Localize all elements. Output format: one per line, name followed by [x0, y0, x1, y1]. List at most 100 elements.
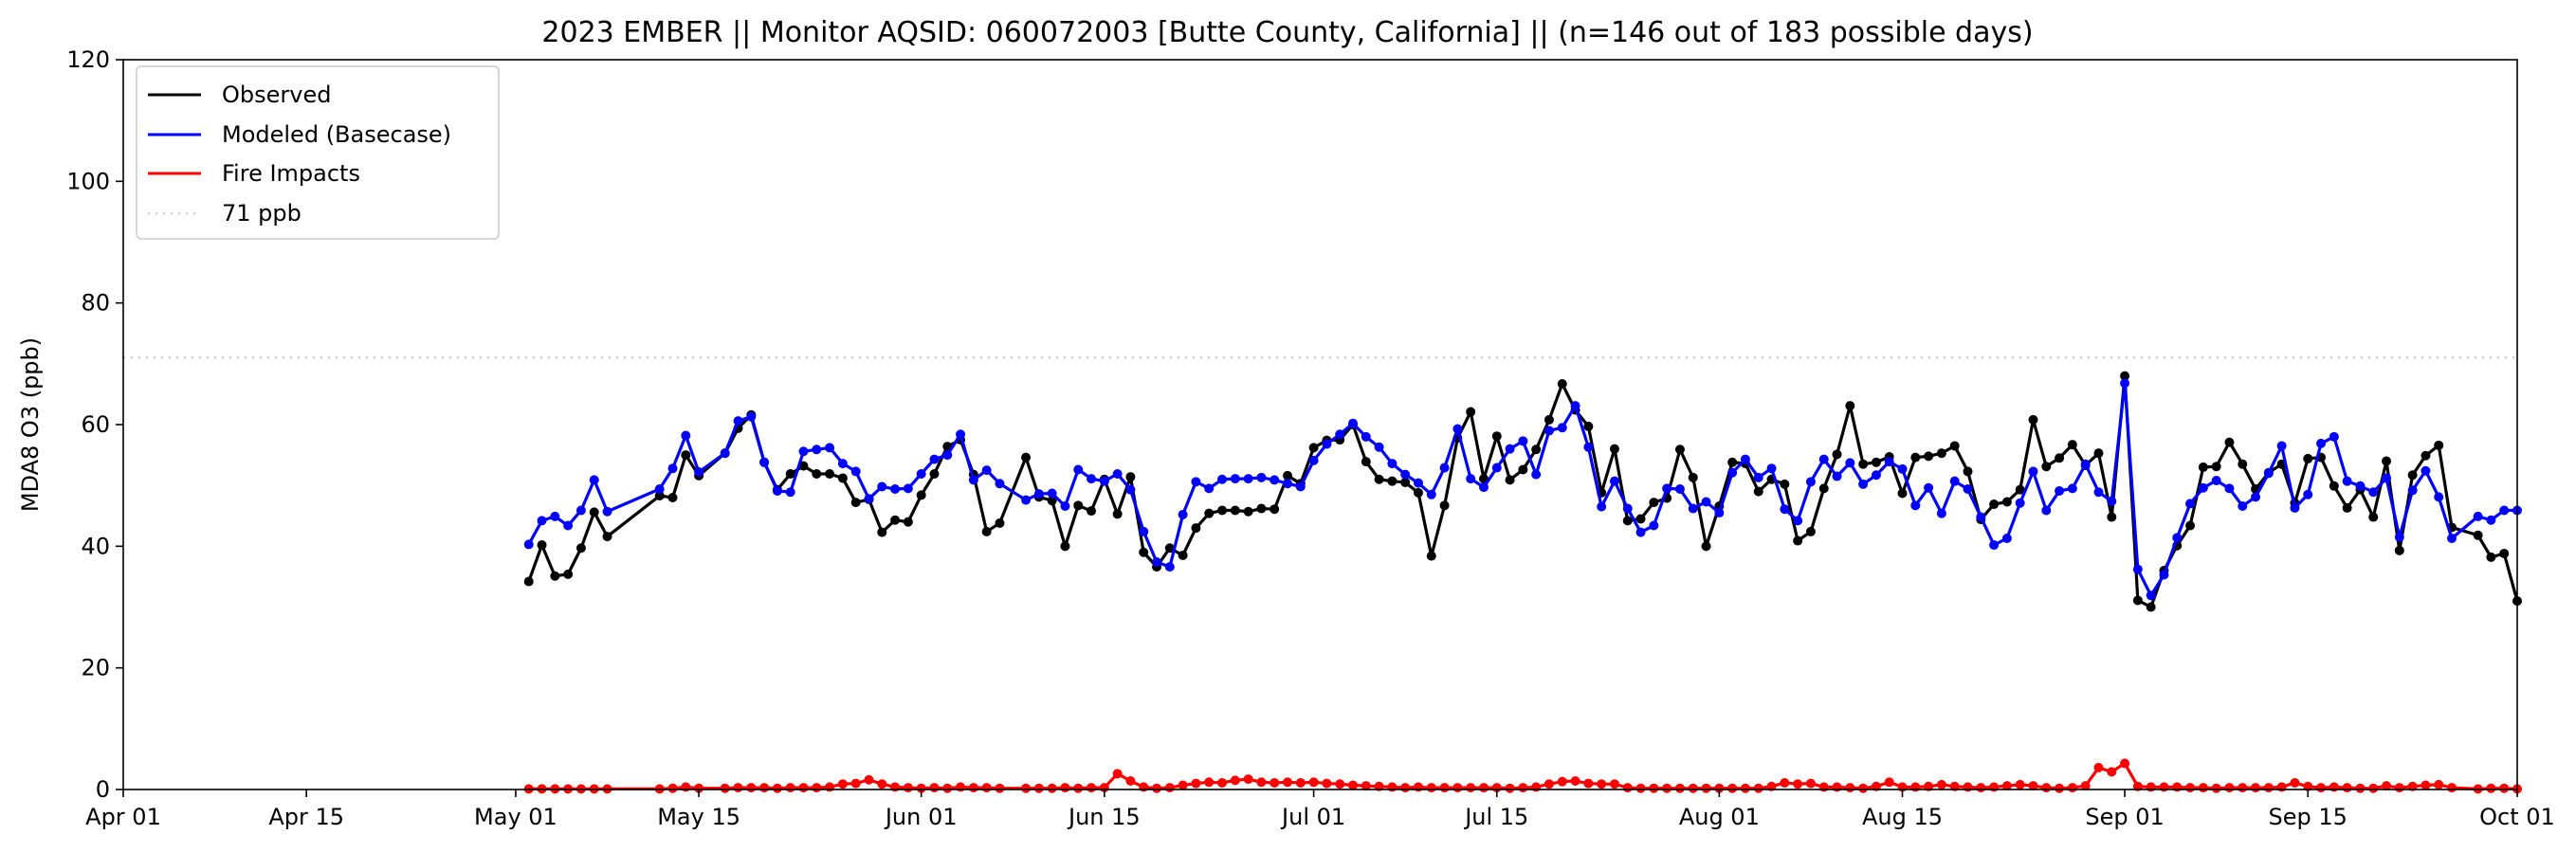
- data-point-modeled-basecase: [2434, 492, 2444, 502]
- data-point-modeled-basecase: [1230, 474, 1240, 484]
- data-point-modeled-basecase: [1963, 484, 1973, 495]
- data-point-modeled-basecase: [589, 475, 599, 485]
- data-point-observed: [1701, 541, 1711, 552]
- data-point-fire-impacts: [2159, 782, 2169, 792]
- data-point-observed: [589, 507, 599, 517]
- data-point-fire-impacts: [2421, 780, 2431, 790]
- data-point-observed: [1924, 451, 1934, 462]
- data-point-modeled-basecase: [1033, 489, 1044, 499]
- data-point-observed: [2015, 484, 2025, 495]
- data-point-observed: [1374, 474, 1384, 484]
- data-point-modeled-basecase: [2499, 505, 2510, 516]
- data-point-modeled-basecase: [1858, 479, 1869, 489]
- data-point-observed: [929, 468, 940, 479]
- data-point-modeled-basecase: [1505, 444, 1515, 454]
- data-point-fire-impacts: [2001, 781, 2012, 791]
- data-point-modeled-basecase: [1152, 557, 1162, 568]
- data-point-modeled-basecase: [2473, 511, 2483, 521]
- data-point-fire-impacts: [1204, 777, 1215, 788]
- data-point-observed: [1805, 526, 1816, 536]
- data-point-fire-impacts: [1963, 782, 1973, 792]
- data-point-fire-impacts: [916, 783, 926, 793]
- data-point-modeled-basecase: [1570, 401, 1580, 411]
- data-point-fire-impacts: [1335, 779, 1345, 789]
- data-point-fire-impacts: [1989, 782, 2000, 792]
- data-point-observed: [1989, 499, 2000, 510]
- data-point-fire-impacts: [1073, 783, 1084, 793]
- data-point-fire-impacts: [1478, 783, 1489, 793]
- x-tick-label: May 01: [474, 804, 557, 830]
- data-point-fire-impacts: [733, 783, 743, 793]
- data-point-modeled-basecase: [2107, 496, 2117, 506]
- data-point-modeled-basecase: [733, 416, 743, 426]
- data-point-observed: [1871, 457, 1881, 467]
- data-point-fire-impacts: [2486, 783, 2496, 793]
- data-point-modeled-basecase: [1897, 463, 1908, 474]
- data-point-fire-impacts: [942, 783, 953, 793]
- data-point-observed: [2407, 470, 2418, 481]
- data-point-observed: [1674, 445, 1685, 455]
- data-point-observed: [681, 450, 691, 461]
- data-point-modeled-basecase: [1361, 431, 1371, 442]
- data-point-fire-impacts: [995, 783, 1005, 793]
- data-point-fire-impacts: [2093, 762, 2104, 772]
- data-point-fire-impacts: [1635, 783, 1646, 793]
- data-point-observed: [2368, 512, 2379, 522]
- data-point-fire-impacts: [2316, 783, 2327, 793]
- data-point-observed: [667, 493, 678, 502]
- data-point-observed: [825, 468, 835, 479]
- y-tick-label: 0: [96, 776, 110, 803]
- data-point-fire-impacts: [877, 779, 887, 789]
- data-point-modeled-basecase: [1073, 464, 1084, 475]
- data-point-observed: [1622, 516, 1633, 526]
- data-point-modeled-basecase: [1597, 501, 1607, 512]
- data-point-fire-impacts: [2263, 783, 2274, 793]
- data-point-modeled-basecase: [1753, 472, 1763, 482]
- data-point-fire-impacts: [1845, 783, 1855, 793]
- data-point-fire-impacts: [2080, 781, 2091, 791]
- data-point-modeled-basecase: [1021, 495, 1032, 505]
- data-point-modeled-basecase: [1884, 457, 1894, 467]
- data-point-observed: [1688, 472, 1698, 482]
- data-point-fire-impacts: [2434, 779, 2444, 789]
- data-point-modeled-basecase: [2368, 487, 2379, 498]
- data-point-observed: [2238, 459, 2248, 469]
- data-point-observed: [2473, 530, 2483, 540]
- data-point-fire-impacts: [2067, 783, 2077, 793]
- data-point-observed: [1858, 459, 1869, 469]
- data-point-fire-impacts: [2290, 777, 2300, 788]
- data-point-modeled-basecase: [681, 430, 691, 441]
- data-point-fire-impacts: [2198, 783, 2208, 793]
- data-point-fire-impacts: [1452, 783, 1463, 793]
- x-tick-label: Aug 15: [1862, 804, 1943, 830]
- data-point-modeled-basecase: [890, 484, 901, 495]
- data-point-observed: [1178, 550, 1188, 560]
- data-point-fire-impacts: [850, 778, 861, 789]
- data-point-observed: [563, 569, 574, 579]
- data-point-observed: [1164, 543, 1175, 554]
- data-point-modeled-basecase: [2251, 492, 2261, 502]
- data-point-observed: [1439, 500, 1450, 511]
- data-point-modeled-basecase: [2185, 499, 2196, 509]
- data-point-modeled-basecase: [1557, 423, 1567, 433]
- data-point-observed: [1060, 541, 1070, 552]
- data-point-modeled-basecase: [2486, 515, 2496, 525]
- data-point-observed: [837, 473, 848, 483]
- data-point-fire-impacts: [929, 783, 940, 793]
- data-point-observed: [654, 491, 665, 501]
- data-point-observed: [1413, 487, 1423, 498]
- data-point-modeled-basecase: [1387, 459, 1398, 469]
- data-point-modeled-basecase: [2198, 482, 2208, 493]
- data-point-modeled-basecase: [1270, 475, 1280, 485]
- data-point-modeled-basecase: [2172, 533, 2183, 543]
- data-point-fire-impacts: [1832, 782, 1842, 792]
- data-point-modeled-basecase: [1099, 476, 1109, 486]
- data-point-fire-impacts: [1714, 783, 1725, 793]
- data-point-observed: [1021, 452, 1032, 463]
- data-point-modeled-basecase: [1531, 469, 1542, 480]
- data-point-modeled-basecase: [550, 511, 560, 521]
- data-point-observed: [1400, 477, 1411, 487]
- data-point-modeled-basecase: [1047, 488, 1057, 499]
- y-tick-label: 60: [81, 411, 110, 438]
- data-point-modeled-basecase: [1400, 469, 1411, 480]
